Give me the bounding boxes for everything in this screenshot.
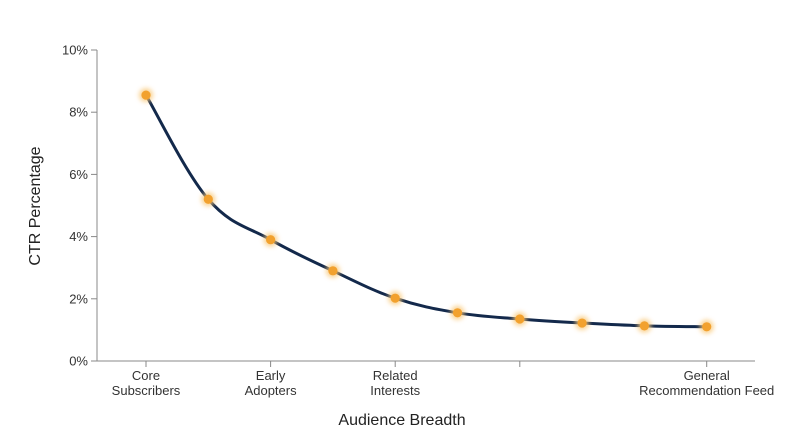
data-point [452, 308, 463, 318]
data-point [702, 322, 712, 332]
x-tick-label: General Recommendation Feed [639, 368, 774, 398]
series-line [144, 93, 709, 329]
y-tick-label: 10% [62, 43, 88, 58]
y-tick-label: 2% [69, 291, 88, 306]
data-point [141, 90, 151, 100]
data-point [515, 314, 525, 324]
y-tick-label: 6% [69, 167, 88, 182]
y-axis-title: CTR Percentage [27, 146, 44, 265]
axes [96, 50, 755, 362]
y-tick-label: 8% [69, 105, 88, 120]
x-axis-title: Audience Breadth [338, 412, 465, 429]
data-points [139, 88, 714, 334]
y-tick-label: 4% [69, 229, 88, 244]
x-tick-label: Related Interests [370, 368, 420, 398]
y-axis-ticks: 0% 2% 4% 6% 8% 10% [62, 43, 97, 369]
data-point [328, 266, 338, 276]
x-tick-label: Core Subscribers [112, 368, 181, 398]
y-tick-label: 0% [69, 354, 88, 369]
data-point [203, 194, 213, 204]
series-line-group [144, 93, 709, 329]
data-point [577, 318, 587, 328]
data-point [390, 293, 400, 303]
x-tick-label: Early Adopters [245, 368, 298, 398]
data-point [266, 235, 276, 245]
data-point [639, 321, 650, 331]
x-axis-ticks: Core Subscribers Early Adopters Related Inter… [112, 361, 774, 398]
